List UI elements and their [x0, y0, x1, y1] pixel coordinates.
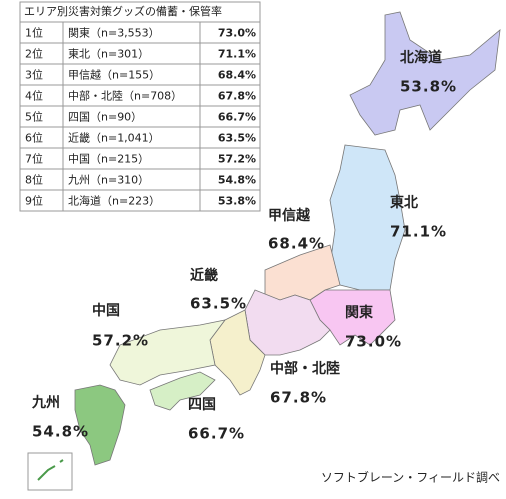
region-name: 近畿 — [190, 267, 218, 284]
region: 九州（n=310） — [68, 174, 149, 187]
chugoku — [109, 319, 226, 386]
rate: 71.1% — [218, 48, 256, 61]
region: 東北（n=301） — [68, 48, 149, 61]
region: 中部・北陸（n=708） — [68, 89, 182, 103]
region-rate: 67.8% — [270, 389, 327, 407]
region-rate: 68.4% — [268, 235, 325, 253]
kyushu — [74, 384, 126, 466]
region: 北海道（n=223） — [68, 194, 160, 208]
region-name: 中国 — [92, 302, 120, 319]
rate: 57.2% — [218, 153, 256, 166]
rate: 66.7% — [218, 111, 256, 124]
rate: 53.8% — [218, 195, 256, 208]
okinawa — [37, 459, 64, 481]
region-name: 四国 — [188, 397, 216, 413]
table-title: エリア別災害対策グッズの備蓄・保管率 — [24, 4, 222, 18]
source-note: ソフトブレーン・フィールド調べ — [321, 470, 500, 485]
region-rate: 66.7% — [188, 425, 245, 443]
rate: 73.0% — [218, 27, 256, 40]
region-name: 関東 — [345, 304, 373, 321]
rank: 4位 — [25, 89, 43, 103]
region-rate: 57.2% — [92, 332, 149, 350]
region-name: 九州 — [31, 395, 60, 411]
region: 中国（n=215） — [68, 153, 149, 166]
table: エリア別災害対策グッズの備蓄・保管率 1位 関東（n=3,553） 73.0% 2位 東… — [19, 1, 261, 212]
rank: 5位 — [25, 110, 43, 124]
rank: 6位 — [25, 131, 43, 145]
region-rate: 63.5% — [190, 295, 247, 313]
rank: 9位 — [25, 194, 43, 208]
region: 関東（n=3,553） — [68, 27, 160, 40]
rate: 67.8% — [218, 90, 256, 103]
region-name: 甲信越 — [268, 207, 311, 224]
region-name: 北海道 — [400, 49, 442, 66]
region: 近畿（n=1,041） — [68, 131, 160, 145]
region-rate: 73.0% — [345, 333, 402, 351]
rate: 68.4% — [218, 69, 256, 82]
tohoku — [329, 144, 406, 291]
rank: 3位 — [25, 68, 43, 82]
rate: 54.8% — [218, 174, 256, 187]
region: 甲信越（n=155） — [68, 68, 160, 82]
region-name: 中部・北陸 — [270, 360, 340, 377]
rank: 2位 — [25, 47, 43, 61]
hokkaido — [349, 11, 501, 136]
region: 四国（n=90） — [68, 111, 142, 124]
map-labels: 北海道 53.8% 東北 71.1% 甲信越 68.4% 近畿 63.5% 中国… — [31, 49, 457, 443]
rank: 8位 — [25, 173, 43, 187]
region-name: 東北 — [390, 194, 418, 211]
region-rate: 71.1% — [390, 223, 447, 241]
table-cell — [199, 189, 261, 212]
okinawa-box — [27, 452, 73, 491]
rank: 1位 — [25, 26, 43, 40]
region-rate: 54.8% — [32, 423, 89, 441]
region-rate: 53.8% — [400, 78, 457, 96]
map — [27, 11, 501, 491]
shikoku — [149, 371, 216, 411]
rank: 7位 — [25, 152, 43, 166]
rate: 63.5% — [218, 132, 256, 145]
